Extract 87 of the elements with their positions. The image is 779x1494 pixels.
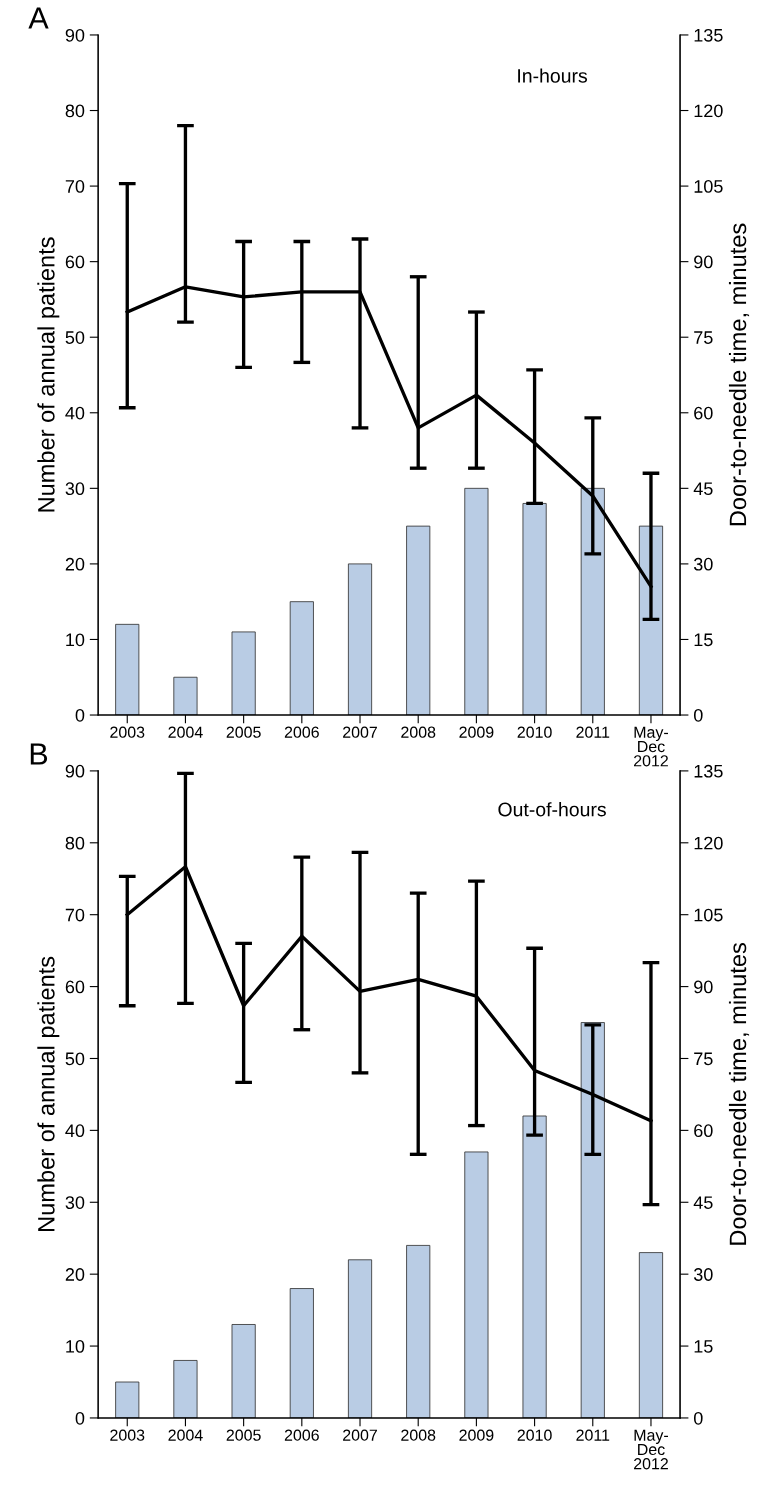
- bar: [289, 1288, 314, 1418]
- x-tick-label: 2008: [401, 726, 436, 738]
- bar: [115, 623, 140, 716]
- x-tick-label: 2010: [517, 726, 552, 738]
- x-tick-label: May- Dec 2012: [634, 1429, 669, 1470]
- y2-axis-title: Door-to-needle time, minutes: [728, 943, 750, 1245]
- x-tick-label: May- Dec 2012: [634, 726, 669, 767]
- bar: [522, 503, 547, 716]
- y-tick-label: 20: [65, 1268, 85, 1281]
- y-tick-label: 70: [65, 180, 85, 193]
- x-tick-label: 2007: [343, 1429, 377, 1441]
- y-tick-label: 30: [65, 482, 85, 496]
- y-tick-label: 90: [65, 764, 85, 778]
- bar: [522, 1115, 547, 1418]
- x-tick-label: 2005: [226, 726, 261, 738]
- y2-tick-label: 45: [693, 1196, 713, 1209]
- annotation: In-hours: [518, 68, 588, 83]
- bar: [406, 525, 431, 716]
- y-tick-label: 40: [65, 1124, 85, 1138]
- x-tick-label: 2011: [576, 726, 610, 738]
- chart-title: A: [28, 7, 49, 29]
- bar: [115, 1381, 140, 1418]
- y2-tick-label: 30: [693, 557, 713, 571]
- x-tick-label: 2007: [343, 726, 377, 738]
- y-tick-label: 90: [65, 28, 85, 42]
- x-tick-label: 2008: [401, 1429, 436, 1441]
- x-tick-label: 2011: [576, 1429, 610, 1441]
- annotation: Out-of-hours: [498, 802, 606, 817]
- bar: [406, 1244, 431, 1418]
- bar: [464, 1151, 489, 1418]
- y-tick-label: 80: [65, 836, 85, 850]
- x-tick-label: 2006: [284, 726, 319, 738]
- bar: [638, 1252, 664, 1418]
- x-tick-label: 2005: [226, 1429, 261, 1441]
- y2-tick-label: 90: [694, 255, 713, 269]
- y2-tick-label: 135: [694, 764, 723, 778]
- y-tick-label: 20: [65, 557, 85, 571]
- y-tick-label: 60: [65, 980, 85, 994]
- y2-tick-label: 105: [694, 180, 723, 193]
- x-tick-label: 2009: [459, 1429, 494, 1441]
- bar: [231, 631, 256, 716]
- y-tick-label: 10: [66, 633, 85, 647]
- chart-title: B: [30, 743, 48, 765]
- bar: [464, 487, 489, 716]
- y2-tick-label: 60: [694, 1124, 713, 1138]
- y2-axis-title: Door-to-needle time, minutes: [728, 223, 750, 526]
- y-axis-title: Number of annual patients: [37, 956, 60, 1231]
- y-tick-label: 0: [75, 708, 85, 722]
- y2-tick-label: 75: [694, 331, 713, 344]
- bar: [289, 601, 314, 716]
- y-tick-label: 70: [65, 908, 85, 922]
- x-tick-label: 2004: [168, 726, 203, 738]
- y2-tick-label: 90: [694, 980, 713, 994]
- y-tick-label: 10: [66, 1340, 85, 1353]
- y2-tick-label: 30: [693, 1268, 713, 1281]
- y-tick-label: 0: [75, 1411, 85, 1425]
- x-tick-label: 2003: [110, 726, 145, 738]
- y2-tick-label: 60: [694, 406, 713, 420]
- y2-tick-label: 120: [694, 104, 723, 118]
- y2-tick-label: 105: [694, 908, 723, 922]
- y-tick-label: 40: [65, 406, 85, 420]
- y-tick-label: 80: [65, 104, 85, 118]
- y2-tick-label: 120: [694, 836, 723, 850]
- y-axis-title: Number of annual patients: [37, 237, 60, 512]
- y2-tick-label: 0: [693, 708, 703, 722]
- y2-tick-label: 45: [693, 482, 713, 496]
- bar: [231, 1324, 256, 1418]
- bar: [173, 1360, 198, 1418]
- y-tick-label: 30: [65, 1196, 85, 1209]
- x-tick-label: 2009: [459, 726, 494, 738]
- y-tick-label: 60: [65, 255, 85, 269]
- bar: [580, 1022, 605, 1418]
- y2-tick-label: 0: [693, 1411, 703, 1425]
- y-tick-label: 50: [65, 331, 85, 344]
- bar: [580, 487, 605, 716]
- y2-tick-label: 135: [694, 28, 723, 42]
- x-tick-label: 2006: [284, 1429, 319, 1441]
- y-tick-label: 50: [65, 1052, 85, 1066]
- y2-tick-label: 75: [694, 1052, 713, 1066]
- x-tick-label: 2004: [168, 1429, 203, 1441]
- y2-tick-label: 15: [694, 633, 713, 647]
- bar: [347, 563, 373, 716]
- x-tick-label: 2010: [517, 1429, 552, 1441]
- y2-tick-label: 15: [694, 1340, 713, 1353]
- bar: [347, 1259, 373, 1418]
- bar: [173, 676, 198, 716]
- x-tick-label: 2003: [110, 1429, 145, 1441]
